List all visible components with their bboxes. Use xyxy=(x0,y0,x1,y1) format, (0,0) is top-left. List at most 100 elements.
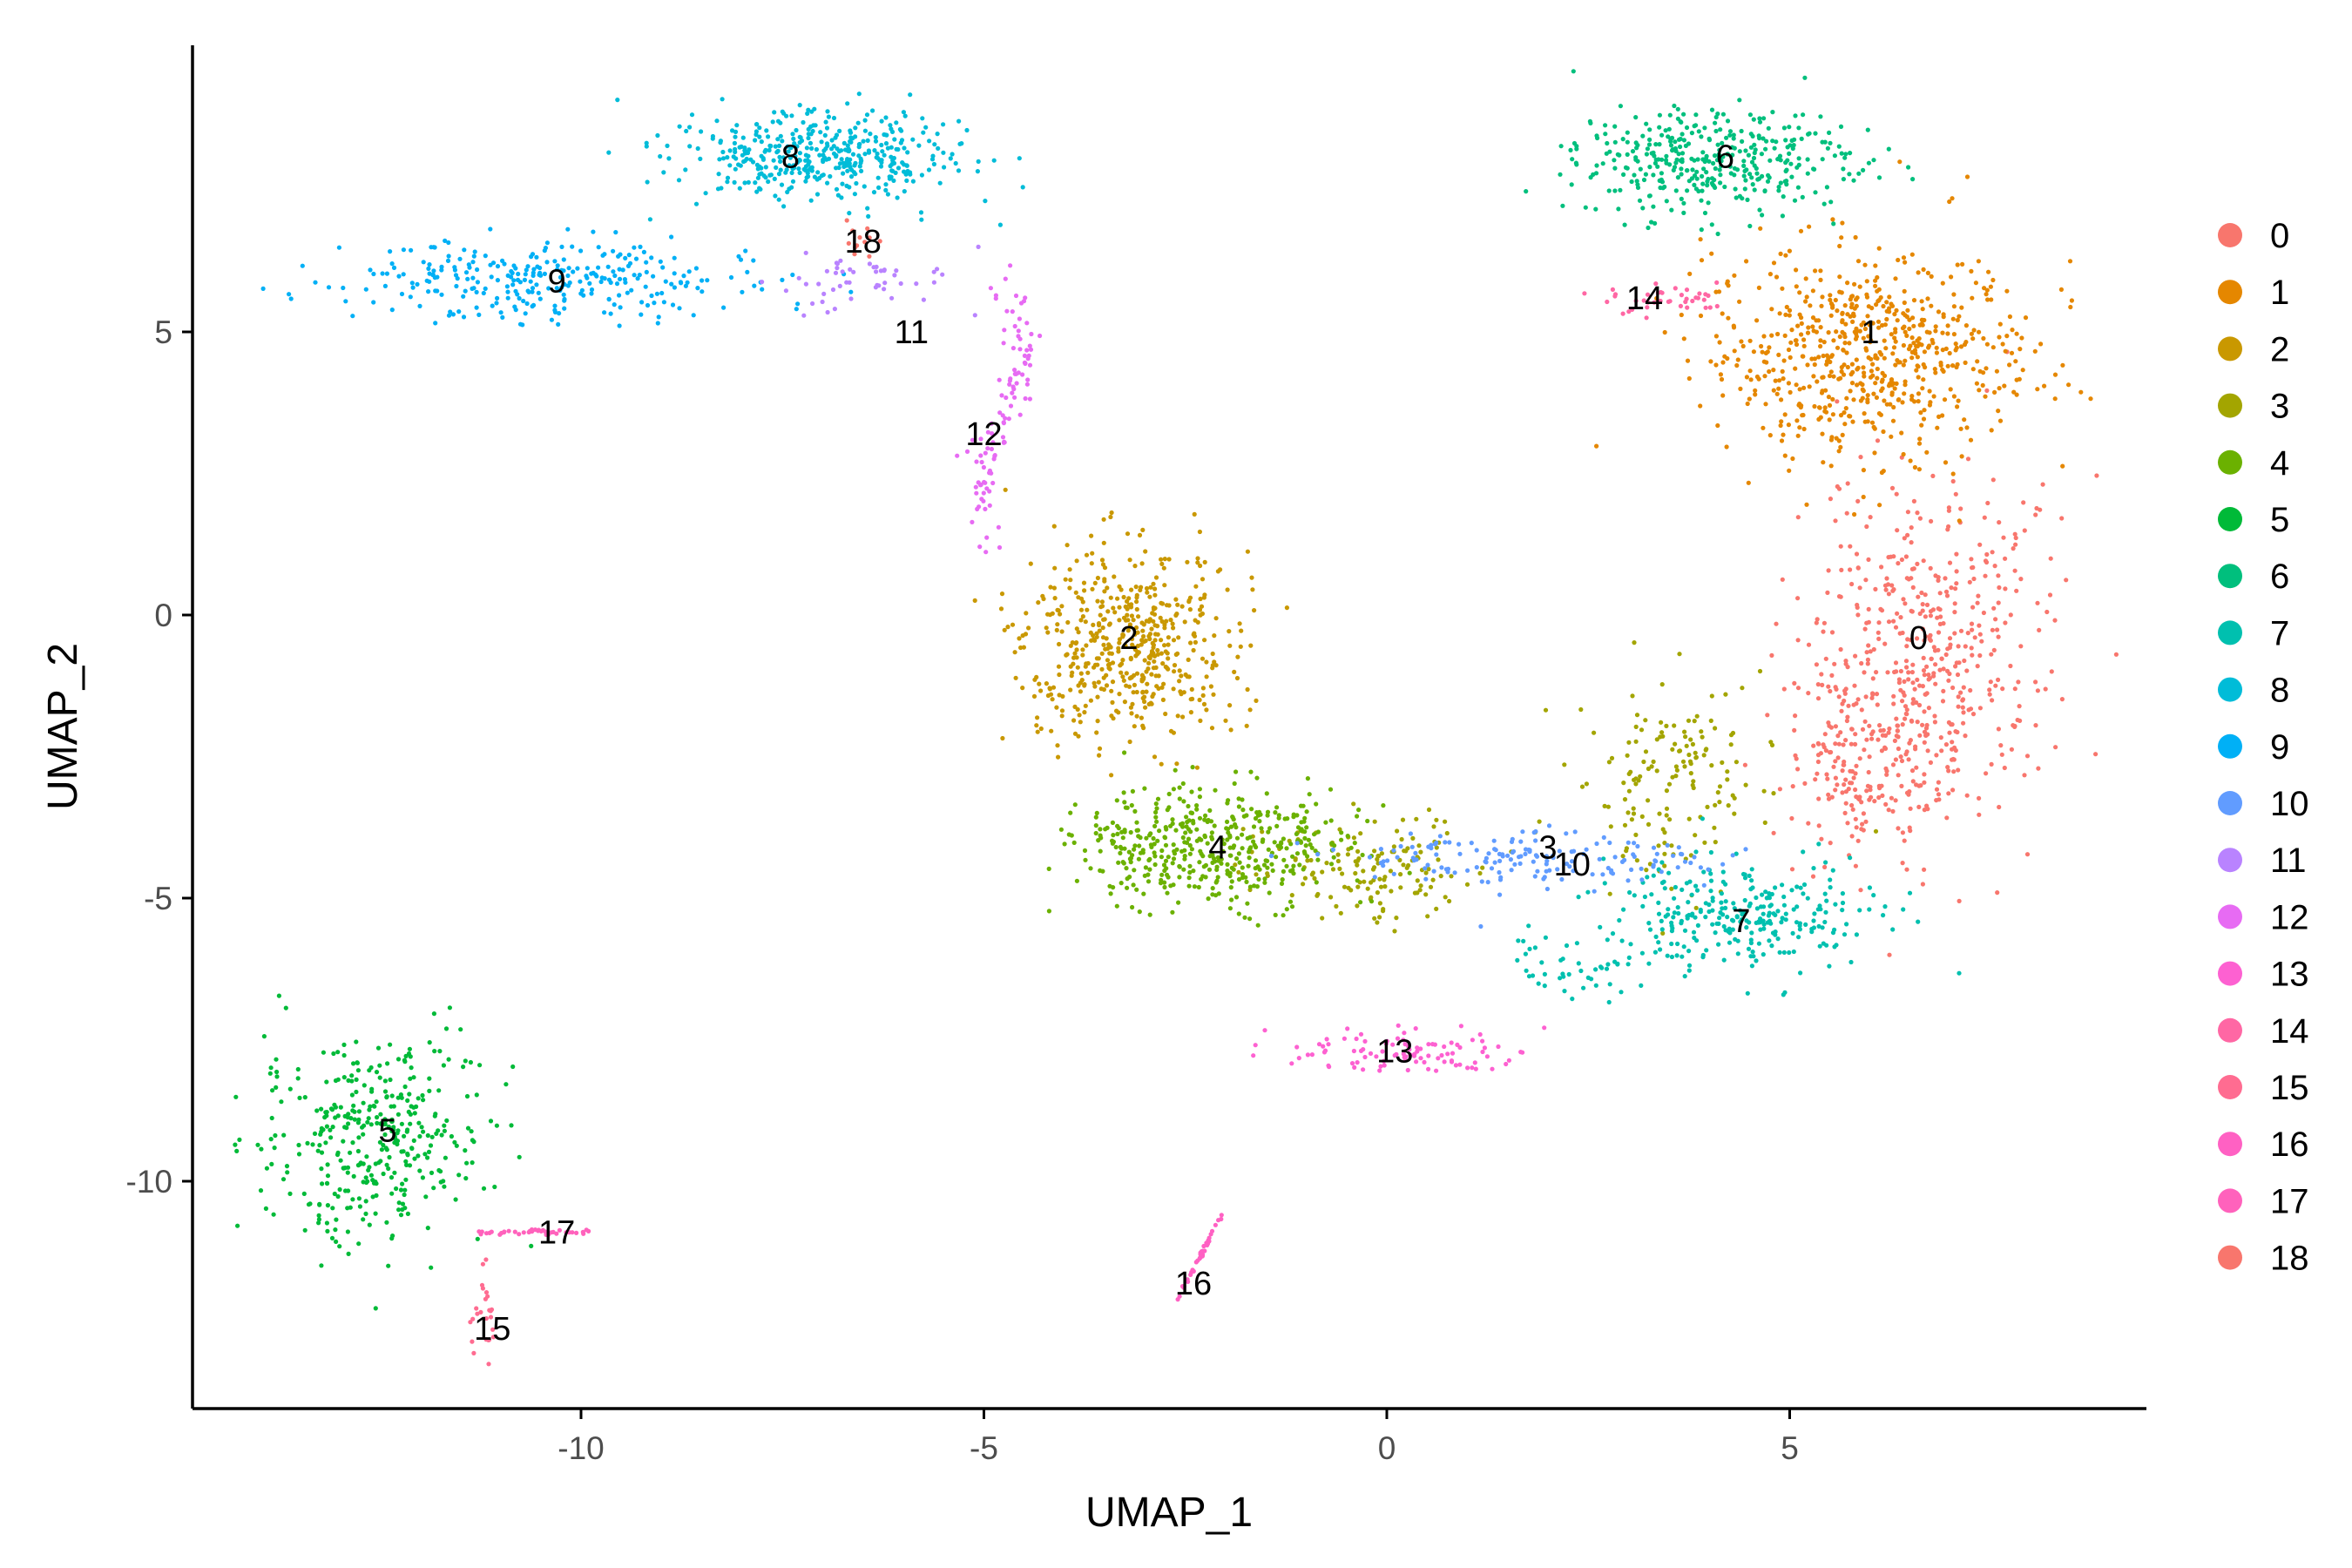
point xyxy=(1685,188,1690,193)
point xyxy=(1205,841,1210,846)
point xyxy=(1921,267,1926,272)
point xyxy=(764,128,769,133)
point xyxy=(1071,718,1077,723)
point xyxy=(1903,659,1909,664)
point xyxy=(1695,157,1700,162)
point xyxy=(1391,871,1396,876)
point xyxy=(409,1104,414,1109)
point xyxy=(1620,311,1625,316)
point xyxy=(1634,179,1639,184)
point xyxy=(1842,341,1848,346)
point xyxy=(1923,692,1928,697)
point xyxy=(734,123,740,128)
point xyxy=(1050,697,1055,702)
point xyxy=(1187,607,1193,612)
point xyxy=(1644,152,1649,157)
point xyxy=(1754,374,1760,380)
point xyxy=(1568,147,1573,152)
point xyxy=(710,133,716,139)
point xyxy=(1876,783,1882,788)
point xyxy=(1961,710,1966,715)
point xyxy=(1832,927,1837,932)
point xyxy=(787,155,794,160)
point xyxy=(1208,684,1213,689)
point xyxy=(1696,129,1701,134)
point xyxy=(1414,857,1419,862)
point xyxy=(1848,294,1855,300)
point xyxy=(1106,622,1112,627)
point xyxy=(1415,878,1420,883)
point xyxy=(1605,299,1610,305)
point xyxy=(677,124,682,129)
point xyxy=(1517,861,1523,867)
point xyxy=(1745,990,1750,996)
point xyxy=(1695,295,1700,301)
point xyxy=(421,1098,426,1103)
point xyxy=(1117,618,1122,623)
point xyxy=(1733,186,1738,192)
point xyxy=(747,147,752,152)
point xyxy=(1002,627,1007,632)
point xyxy=(1088,698,1093,703)
point xyxy=(882,287,887,292)
point xyxy=(1947,671,1952,677)
point xyxy=(1861,811,1866,816)
point xyxy=(1836,594,1842,599)
point xyxy=(746,179,751,185)
point xyxy=(1377,1068,1382,1073)
point xyxy=(1781,358,1787,363)
point xyxy=(778,133,783,139)
point xyxy=(316,1217,321,1222)
point xyxy=(1551,855,1556,861)
point xyxy=(513,288,518,294)
point xyxy=(1828,140,1833,145)
point xyxy=(1447,840,1452,845)
point xyxy=(1822,919,1828,925)
point xyxy=(1952,631,1957,636)
point xyxy=(856,91,862,97)
point xyxy=(1120,860,1125,865)
point xyxy=(363,1175,368,1180)
point xyxy=(432,275,437,280)
point xyxy=(1355,848,1361,855)
point xyxy=(1619,990,1624,995)
point xyxy=(355,1148,361,1154)
point xyxy=(1701,753,1707,758)
point xyxy=(510,282,516,287)
point xyxy=(1125,628,1131,633)
point xyxy=(1253,866,1258,871)
point xyxy=(1762,820,1767,826)
point xyxy=(1630,307,1635,312)
point xyxy=(1662,329,1667,335)
point xyxy=(1910,662,1916,667)
point xyxy=(921,297,926,302)
point xyxy=(1752,150,1757,156)
point xyxy=(1844,510,1849,516)
point xyxy=(367,1165,372,1170)
point xyxy=(717,157,722,162)
point xyxy=(1172,669,1177,674)
point xyxy=(382,1078,388,1084)
point xyxy=(733,166,738,172)
point xyxy=(1801,385,1807,390)
point xyxy=(875,151,880,157)
point xyxy=(772,110,777,115)
point xyxy=(1692,855,1697,860)
point xyxy=(1383,1041,1389,1046)
point xyxy=(1298,840,1304,845)
point xyxy=(1181,1285,1186,1290)
point xyxy=(1431,868,1436,874)
point xyxy=(1349,1061,1355,1066)
point xyxy=(1649,892,1654,897)
point xyxy=(1911,341,1916,346)
point xyxy=(806,153,811,159)
point xyxy=(1492,860,1497,865)
point xyxy=(1767,433,1773,438)
point xyxy=(402,1192,407,1198)
point xyxy=(1982,515,1987,520)
point xyxy=(1933,328,1938,334)
point xyxy=(1892,386,1897,391)
point xyxy=(1911,323,1916,328)
point xyxy=(1824,943,1829,948)
point xyxy=(1213,787,1218,793)
